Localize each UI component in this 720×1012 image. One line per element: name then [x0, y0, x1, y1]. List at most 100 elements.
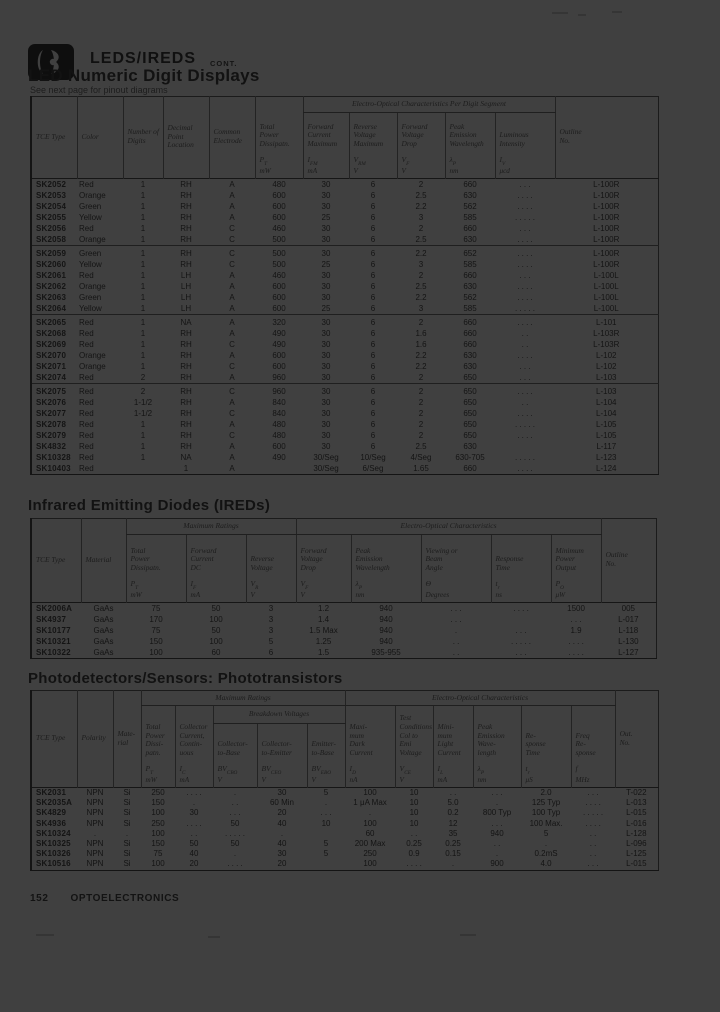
col-tce-type: TCE Type [30, 518, 81, 603]
data-cell: T-022 [626, 788, 647, 797]
data-cell: 100 Max. [529, 818, 563, 828]
data-cell: . . . . [568, 637, 584, 646]
data-cell: RH [180, 191, 192, 200]
part-number-cell: SK2079 [36, 431, 67, 440]
data-cell: . . . . [585, 818, 601, 828]
data-cell: . [233, 849, 237, 859]
data-cell: L-123 [596, 453, 617, 462]
data-cell: . . . [587, 859, 599, 869]
col-forward-voltage-drop: Forward Voltage Drop VF V [396, 112, 445, 179]
group-maximum-ratings: Maximum Ratings [140, 690, 346, 706]
data-cell: 3 [418, 260, 424, 269]
col-peak-wavelength: Peak Emission Wavelength λP nm [444, 112, 495, 179]
data-cell: 10 [321, 818, 331, 828]
part-number-cell: SK2060 [36, 260, 67, 269]
data-cell: RH [180, 420, 192, 429]
data-cell: 2 [418, 180, 424, 189]
part-number-cell: SK10326 [36, 849, 71, 859]
group-electro-optical: Electro-Optical Characteristics [344, 690, 616, 706]
data-cell: 3 [268, 615, 274, 624]
data-cell: RH [180, 260, 192, 269]
table-row: SK10322 GaAs 100 60 6 1.5 935-955 . . . . . . . .… [31, 647, 656, 659]
data-cell: 0.15 [445, 849, 461, 859]
group-electro-optical: Electro-Optical Characteristics Per Digi… [302, 96, 555, 113]
data-cell: 20 [189, 859, 199, 869]
data-cell: 25 [321, 260, 331, 269]
data-cell: . . . . [585, 798, 601, 808]
data-cell: 250 [151, 788, 165, 797]
scan-artifact [552, 12, 568, 14]
data-cell: 1 [140, 202, 146, 211]
col-bv-emitter-base: Emitter- to-Base BVEBO V [306, 723, 346, 788]
data-cell: C [229, 362, 235, 371]
data-cell: GaAs [93, 648, 114, 657]
data-cell: 1 [140, 420, 146, 429]
data-cell: 30 [321, 235, 331, 244]
data-cell: 100 [151, 828, 165, 838]
data-cell: C [229, 235, 235, 244]
table-row: SK2052 Red 1 RH A 480 30 6 2 660 . . . L-100R [31, 179, 658, 191]
data-cell [307, 829, 345, 839]
data-cell: Green [77, 245, 123, 259]
col-light-current: Mini- mum Light Current IL mA [432, 705, 474, 788]
data-cell [491, 614, 551, 625]
section1-subtitle: See next page for pinout diagrams [30, 85, 168, 95]
group-electro-optical: Electro-Optical Characteristics [295, 518, 602, 535]
data-cell: 6 [370, 431, 376, 440]
data-cell: Orange [79, 235, 106, 244]
data-cell: 1.25 [315, 637, 332, 646]
data-cell: 30 [321, 293, 331, 302]
data-cell: A [229, 442, 235, 451]
data-cell: . . [231, 798, 239, 808]
data-cell: A [229, 213, 235, 222]
data-cell: . . [521, 340, 529, 349]
data-cell: 1 [123, 245, 163, 259]
data-cell: 490 [272, 340, 286, 349]
part-number-cell: SK2055 [36, 213, 67, 222]
section1-title: LED Numeric Digit Displays [28, 66, 260, 85]
data-cell: 100 [151, 808, 165, 818]
table-row: SK10177 GaAs 75 50 3 1.5 Max 940. . . . 1.9 L-118 [31, 625, 656, 636]
data-cell: . . . . [495, 383, 555, 397]
data-cell: . [192, 798, 196, 808]
data-cell: L-100L [593, 271, 619, 280]
data-cell: . . [449, 788, 457, 797]
data-cell: 100 [363, 788, 377, 797]
data-cell: 460 [272, 224, 286, 233]
data-cell: A [229, 293, 235, 302]
part-number-cell: SK2078 [36, 420, 67, 429]
data-cell: 1.4 [317, 615, 330, 624]
data-cell: 2.5 [415, 442, 427, 451]
col-total-power: Total Power Dissipatn. PT mW [254, 96, 303, 179]
data-cell: 1 [183, 464, 189, 473]
data-cell: A [229, 420, 235, 429]
data-cell: 3 [268, 604, 274, 613]
data-cell: NPN [86, 818, 104, 828]
data-cell: 630 [463, 351, 477, 360]
data-cell: Red [77, 314, 123, 328]
part-number-cell: SK2069 [36, 340, 67, 349]
data-cell: L-100R [593, 235, 620, 244]
data-cell: 0.2 [447, 808, 459, 818]
data-cell: 585 [463, 304, 477, 313]
data-cell: 1.6 [415, 329, 427, 338]
data-cell: 6/Seg [362, 464, 384, 473]
data-cell: 800 Typ [482, 808, 512, 818]
data-cell: . . [521, 329, 529, 338]
part-number-cell: SK2068 [36, 329, 67, 338]
data-cell: . . . . [517, 464, 533, 473]
data-cell: 1.5 [317, 648, 330, 657]
data-cell: 650 [463, 420, 477, 429]
data-cell: Si [123, 818, 131, 828]
col-peak-wavelength: Peak Emission Wave- length λP nm [472, 705, 522, 788]
data-cell: 100 [209, 615, 223, 624]
data-cell: 600 [272, 293, 286, 302]
data-cell: 50 [211, 604, 221, 613]
data-cell: Red [79, 398, 94, 407]
data-cell: 650 [463, 398, 477, 407]
data-cell: 150 [149, 637, 163, 646]
table1-body: SK2052 Red 1 RH A 480 30 6 2 660. . . L-100R SK2053… [31, 179, 658, 475]
part-number-cell: SK2052 [36, 180, 67, 189]
data-cell: Red [79, 420, 94, 429]
data-cell: RH [180, 180, 192, 189]
